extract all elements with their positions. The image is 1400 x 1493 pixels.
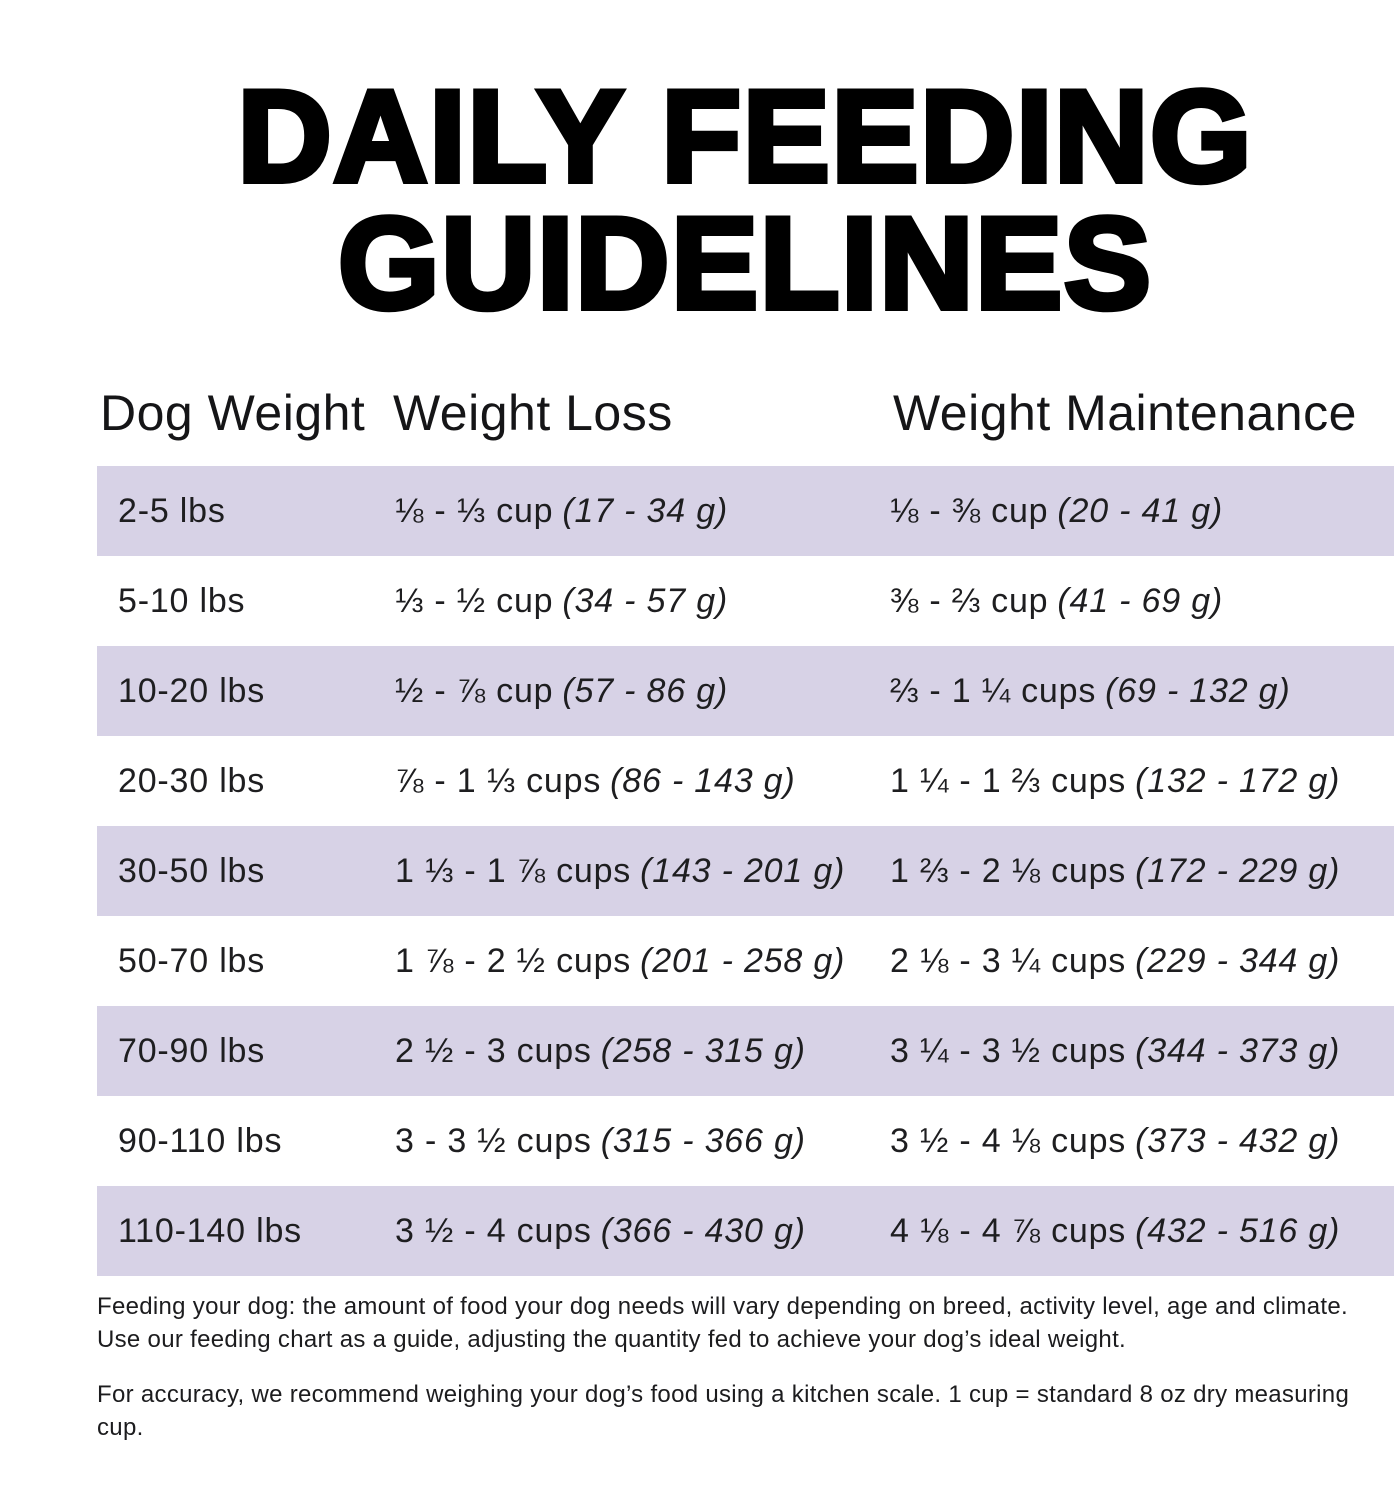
- weight-loss-cell: 3 ½ - 4 cups (366 - 430 g): [393, 1212, 890, 1251]
- weight-loss-cups-amount: ⅓ - ½ cup: [395, 581, 554, 620]
- table-row: 5-10 lbs ⅓ - ½ cup (34 - 57 g) ⅜ - ⅔ cup(…: [97, 556, 1394, 646]
- weight-loss-cups-amount: ½ - ⅞ cup: [395, 671, 554, 710]
- weight-loss-cups-amount: 1 ⅞ - 2 ½ cups: [395, 941, 632, 980]
- weight-maintenance-cell: 3 ¼ - 3 ½ cups (344 - 373 g): [890, 1032, 1394, 1071]
- weight-maintenance-grams-amount: (41 - 69 g): [1057, 581, 1224, 620]
- weight-maintenance-cell: ⅛ - ⅜ cup (20 - 41 g): [890, 492, 1394, 531]
- table-row: 10-20 lbs ½ - ⅞ cup (57 - 86 g) ⅔ - 1 ¼ c…: [97, 646, 1394, 736]
- weight-loss-grams-amount: (366 - 430 g): [600, 1211, 806, 1250]
- weight-loss-grams-amount: (34 - 57 g): [562, 581, 729, 620]
- weight-maintenance-grams-amount: (344 - 373 g): [1135, 1031, 1341, 1070]
- dog-weight-cell: 2-5 lbs: [118, 491, 226, 530]
- dog-weight-cell: 50-70 lbs: [118, 941, 266, 980]
- weight-loss-grams-amount: (315 - 366 g): [600, 1121, 806, 1160]
- column-header-weight-maintenance: Weight Maintenance: [893, 385, 1357, 441]
- feeding-table: 2-5 lbs ⅛ - ⅓ cup (17 - 34 g) ⅛ - ⅜ cup (2…: [97, 466, 1394, 1276]
- feeding-note-paragraph: Feeding your dog: the amount of food you…: [97, 1293, 1348, 1353]
- dog-weight-cell: 110-140 lbs: [118, 1211, 302, 1250]
- weight-maintenance-cell: ⅜ - ⅔ cup (41 - 69 g): [890, 582, 1394, 621]
- weight-maintenance-cell: 4 ⅛ - 4 ⅞ cups (432 - 516 g): [890, 1212, 1394, 1251]
- table-row: 30-50 lbs 1 ⅓ - 1 ⅞ cups (143 - 201 g) 1 …: [97, 826, 1394, 916]
- accuracy-note-paragraph: For accuracy, we recommend weighing your…: [97, 1381, 1350, 1441]
- table-header-row: Dog Weight Weight Loss Weight Maintenanc…: [97, 384, 1394, 448]
- weight-loss-grams-amount: (143 - 201 g): [640, 851, 846, 890]
- weight-loss-cell: 1 ⅞ - 2 ½ cups (201 - 258 g): [393, 942, 890, 981]
- table-row: 90-110 lbs 3 - 3 ½ cups (315 - 366 g) 3 ½…: [97, 1096, 1394, 1186]
- weight-maintenance-grams-amount: (229 - 344 g): [1135, 941, 1341, 980]
- weight-loss-cell: ½ - ⅞ cup (57 - 86 g): [393, 672, 890, 711]
- weight-loss-cups-amount: 1 ⅓ - 1 ⅞ cups: [395, 851, 632, 890]
- weight-loss-cell: ⅓ - ½ cup (34 - 57 g): [393, 582, 890, 621]
- weight-maintenance-cups-amount: 3 ¼ - 3 ½ cups: [890, 1031, 1127, 1070]
- weight-loss-cups-amount: 3 - 3 ½ cups: [395, 1121, 592, 1160]
- weight-maintenance-grams-amount: (20 - 41 g): [1057, 491, 1224, 530]
- dog-weight-cell: 30-50 lbs: [118, 851, 266, 890]
- column-header-dog-weight: Dog Weight: [100, 385, 366, 441]
- weight-maintenance-cups-amount: 2 ⅛ - 3 ¼ cups: [890, 941, 1127, 980]
- weight-maintenance-cell: 2 ⅛ - 3 ¼ cups (229 - 344 g): [890, 942, 1394, 981]
- weight-maintenance-grams-amount: (172 - 229 g): [1135, 851, 1341, 890]
- weight-loss-grams-amount: (258 - 315 g): [600, 1031, 806, 1070]
- weight-maintenance-cups-amount: ⅜ - ⅔ cup: [890, 581, 1049, 620]
- weight-loss-cell: ⅞ - 1 ⅓ cups (86 - 143 g): [393, 762, 890, 801]
- dog-weight-cell: 10-20 lbs: [118, 671, 266, 710]
- weight-maintenance-cups-amount: 4 ⅛ - 4 ⅞ cups: [890, 1211, 1127, 1250]
- weight-maintenance-cups-amount: 3 ½ - 4 ⅛ cups: [890, 1121, 1127, 1160]
- weight-loss-grams-amount: (201 - 258 g): [640, 941, 846, 980]
- weight-maintenance-cups-amount: 1 ⅔ - 2 ⅛ cups: [890, 851, 1127, 890]
- weight-loss-cups-amount: ⅛ - ⅓ cup: [395, 491, 554, 530]
- title-line-2: GUIDELINES: [335, 190, 1154, 336]
- weight-loss-grams-amount: (17 - 34 g): [562, 491, 729, 530]
- weight-maintenance-grams-amount: (69 - 132 g): [1105, 671, 1291, 710]
- table-row: 20-30 lbs ⅞ - 1 ⅓ cups (86 - 143 g) 1 ¼ -…: [97, 736, 1394, 826]
- weight-loss-cell: ⅛ - ⅓ cup (17 - 34 g): [393, 492, 890, 531]
- weight-loss-cell: 2 ½ - 3 cups (258 - 315 g): [393, 1032, 890, 1071]
- dog-weight-cell: 90-110 lbs: [118, 1121, 283, 1160]
- column-header-weight-loss: Weight Loss: [393, 385, 673, 441]
- weight-loss-cups-amount: 3 ½ - 4 cups: [395, 1211, 592, 1250]
- page-title: DAILY FEEDING GUIDELINES: [97, 63, 1394, 336]
- table-row: 50-70 lbs 1 ⅞ - 2 ½ cups (201 - 258 g) 2 …: [97, 916, 1394, 1006]
- weight-maintenance-cell: ⅔ - 1 ¼ cups (69 - 132 g): [890, 672, 1394, 711]
- weight-maintenance-cups-amount: 1 ¼ - 1 ⅔ cups: [890, 761, 1127, 800]
- dog-weight-cell: 70-90 lbs: [118, 1031, 266, 1070]
- table-row: 70-90 lbs 2 ½ - 3 cups (258 - 315 g) 3 ¼ …: [97, 1006, 1394, 1096]
- weight-maintenance-grams-amount: (432 - 516 g): [1135, 1211, 1341, 1250]
- dog-weight-cell: 5-10 lbs: [118, 581, 246, 620]
- table-row: 110-140 lbs 3 ½ - 4 cups (366 - 430 g) 4 …: [97, 1186, 1394, 1276]
- weight-loss-cups-amount: 2 ½ - 3 cups: [395, 1031, 592, 1070]
- weight-loss-cups-amount: ⅞ - 1 ⅓ cups: [395, 761, 602, 800]
- weight-loss-grams-amount: (86 - 143 g): [610, 761, 796, 800]
- weight-maintenance-grams-amount: (132 - 172 g): [1135, 761, 1341, 800]
- daily-feeding-guidelines-panel: DAILY FEEDING GUIDELINES Dog Weight Weig…: [97, 63, 1394, 1441]
- weight-maintenance-cell: 1 ¼ - 1 ⅔ cups (132 - 172 g): [890, 762, 1394, 801]
- dog-weight-cell: 20-30 lbs: [118, 761, 266, 800]
- weight-maintenance-cell: 3 ½ - 4 ⅛ cups (373 - 432 g): [890, 1122, 1394, 1161]
- weight-maintenance-cell: 1 ⅔ - 2 ⅛ cups (172 - 229 g): [890, 852, 1394, 891]
- table-row: 2-5 lbs ⅛ - ⅓ cup (17 - 34 g) ⅛ - ⅜ cup (2…: [97, 466, 1394, 556]
- weight-maintenance-grams-amount: (373 - 432 g): [1135, 1121, 1341, 1160]
- weight-loss-grams-amount: (57 - 86 g): [562, 671, 729, 710]
- weight-maintenance-cups-amount: ⅛ - ⅜ cup: [890, 491, 1049, 530]
- weight-loss-cell: 3 - 3 ½ cups (315 - 366 g): [393, 1122, 890, 1161]
- title-line-1: DAILY FEEDING: [235, 63, 1255, 209]
- weight-maintenance-cups-amount: ⅔ - 1 ¼ cups: [890, 671, 1097, 710]
- weight-loss-cell: 1 ⅓ - 1 ⅞ cups (143 - 201 g): [393, 852, 890, 891]
